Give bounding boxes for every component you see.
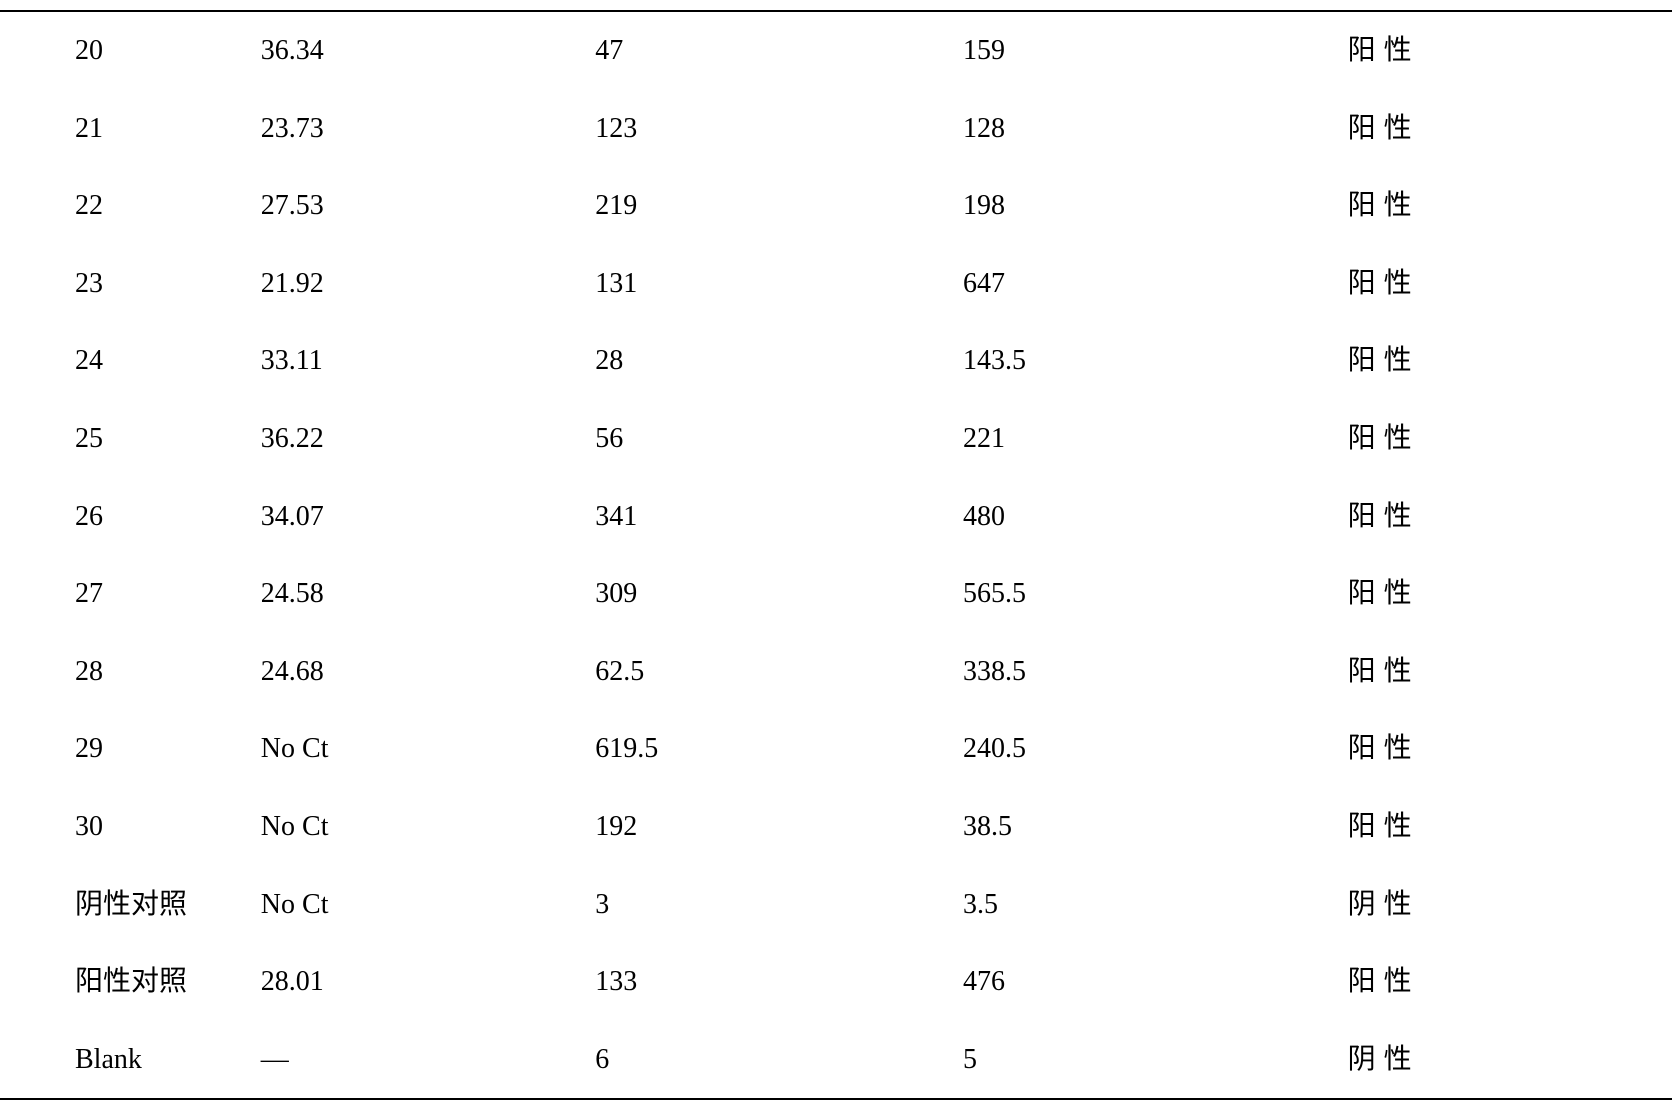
cell-sample-id: 30 [0,788,251,866]
cell-value-a: 123 [585,90,953,168]
cell-result: 阳性 [1338,788,1672,866]
table-row: 24 33.11 28 143.5 阳性 [0,322,1672,400]
cell-ct-value: 36.34 [251,11,585,90]
cell-ct-value: 21.92 [251,245,585,323]
cell-value-b: 221 [953,400,1338,478]
data-table-container: 20 36.34 47 159 阳性 21 23.73 123 128 阳性 2… [0,10,1672,1100]
cell-value-b: 3.5 [953,866,1338,944]
cell-sample-id: 25 [0,400,251,478]
cell-sample-id: 24 [0,322,251,400]
cell-value-a: 192 [585,788,953,866]
cell-sample-id: 27 [0,555,251,633]
table-row: 30 No Ct 192 38.5 阳性 [0,788,1672,866]
cell-sample-id: 29 [0,710,251,788]
cell-sample-id: 阴性对照 [0,866,251,944]
cell-result: 阳性 [1338,11,1672,90]
cell-sample-id: 20 [0,11,251,90]
cell-value-a: 47 [585,11,953,90]
cell-value-b: 476 [953,943,1338,1021]
cell-value-b: 5 [953,1021,1338,1100]
cell-ct-value: 36.22 [251,400,585,478]
cell-result: 阳性 [1338,478,1672,556]
cell-value-a: 131 [585,245,953,323]
cell-value-b: 480 [953,478,1338,556]
cell-result: 阴性 [1338,866,1672,944]
cell-ct-value: 24.58 [251,555,585,633]
cell-sample-id: 22 [0,167,251,245]
table-row: Blank — 6 5 阴性 [0,1021,1672,1100]
table-row: 阴性对照 No Ct 3 3.5 阴性 [0,866,1672,944]
table-row: 26 34.07 341 480 阳性 [0,478,1672,556]
cell-value-b: 38.5 [953,788,1338,866]
cell-value-a: 133 [585,943,953,1021]
cell-result: 阳性 [1338,633,1672,711]
cell-value-a: 341 [585,478,953,556]
cell-ct-value: 28.01 [251,943,585,1021]
cell-result: 阳性 [1338,555,1672,633]
cell-result: 阳性 [1338,710,1672,788]
cell-value-b: 128 [953,90,1338,168]
cell-value-b: 565.5 [953,555,1338,633]
cell-value-b: 647 [953,245,1338,323]
table-row: 20 36.34 47 159 阳性 [0,11,1672,90]
cell-value-a: 309 [585,555,953,633]
cell-value-b: 143.5 [953,322,1338,400]
cell-value-a: 3 [585,866,953,944]
data-table: 20 36.34 47 159 阳性 21 23.73 123 128 阳性 2… [0,10,1672,1100]
cell-value-b: 159 [953,11,1338,90]
cell-ct-value: No Ct [251,788,585,866]
table-row: 22 27.53 219 198 阳性 [0,167,1672,245]
cell-sample-id: 26 [0,478,251,556]
cell-value-b: 198 [953,167,1338,245]
cell-value-a: 28 [585,322,953,400]
cell-result: 阳性 [1338,245,1672,323]
table-row: 29 No Ct 619.5 240.5 阳性 [0,710,1672,788]
cell-result: 阳性 [1338,167,1672,245]
cell-value-a: 6 [585,1021,953,1100]
cell-value-a: 62.5 [585,633,953,711]
cell-value-b: 338.5 [953,633,1338,711]
cell-ct-value: 34.07 [251,478,585,556]
cell-sample-id: 23 [0,245,251,323]
cell-ct-value: 33.11 [251,322,585,400]
table-body: 20 36.34 47 159 阳性 21 23.73 123 128 阳性 2… [0,11,1672,1099]
cell-value-a: 219 [585,167,953,245]
cell-sample-id: 阳性对照 [0,943,251,1021]
table-row: 27 24.58 309 565.5 阳性 [0,555,1672,633]
cell-sample-id: 21 [0,90,251,168]
cell-result: 阳性 [1338,322,1672,400]
cell-result: 阳性 [1338,943,1672,1021]
table-row: 阳性对照 28.01 133 476 阳性 [0,943,1672,1021]
cell-value-b: 240.5 [953,710,1338,788]
table-row: 25 36.22 56 221 阳性 [0,400,1672,478]
cell-result: 阳性 [1338,400,1672,478]
cell-sample-id: 28 [0,633,251,711]
table-row: 23 21.92 131 647 阳性 [0,245,1672,323]
cell-ct-value: No Ct [251,710,585,788]
cell-ct-value: No Ct [251,866,585,944]
cell-value-a: 56 [585,400,953,478]
table-row: 21 23.73 123 128 阳性 [0,90,1672,168]
cell-sample-id: Blank [0,1021,251,1100]
cell-ct-value: 24.68 [251,633,585,711]
cell-ct-value: 27.53 [251,167,585,245]
cell-result: 阴性 [1338,1021,1672,1100]
cell-result: 阳性 [1338,90,1672,168]
cell-value-a: 619.5 [585,710,953,788]
cell-ct-value: 23.73 [251,90,585,168]
table-row: 28 24.68 62.5 338.5 阳性 [0,633,1672,711]
cell-ct-value: — [251,1021,585,1100]
